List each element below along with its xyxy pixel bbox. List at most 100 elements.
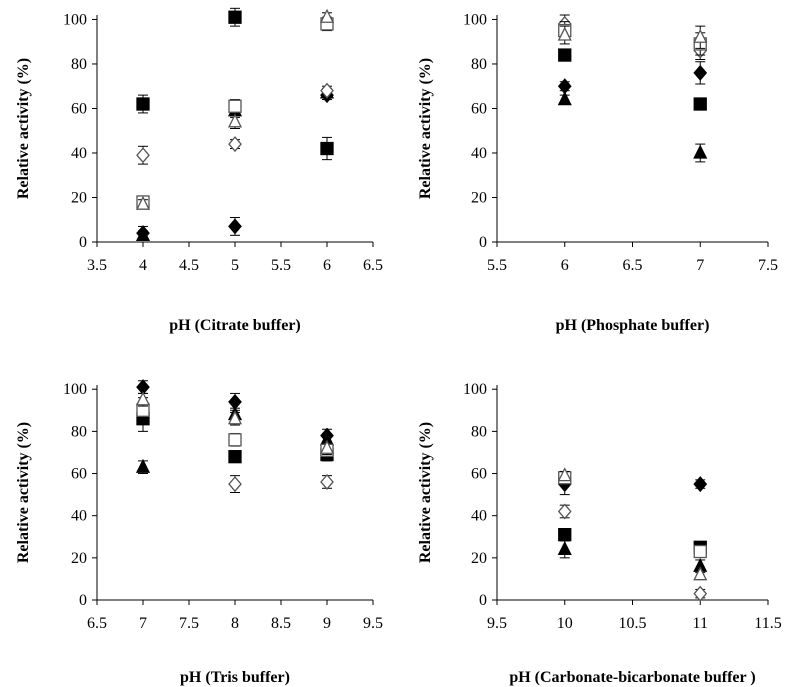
series-open-diamond xyxy=(557,14,708,61)
y-tick-label: 60 xyxy=(471,466,487,483)
data-point-open-diamond xyxy=(557,503,572,520)
data-point-open-square xyxy=(693,544,707,559)
data-point-filled-triangle xyxy=(135,458,151,473)
series-filled-square xyxy=(558,48,707,111)
y-tick-label: 20 xyxy=(71,189,87,206)
x-tick-label: 9.5 xyxy=(487,615,507,632)
data-point-open-diamond xyxy=(320,473,334,490)
y-tick-label: 20 xyxy=(471,189,487,206)
x-tick-label: 9 xyxy=(323,615,331,632)
x-axis-title: pH (Carbonate-bicarbonate buffer ) xyxy=(509,669,755,686)
series-filled-square xyxy=(136,7,334,161)
data-point-filled-square xyxy=(693,97,707,111)
data-point-filled-diamond xyxy=(228,218,242,235)
y-axis-title: Relative activity (%) xyxy=(417,58,434,199)
x-tick-label: 6.5 xyxy=(623,257,643,274)
series-open-square xyxy=(558,471,707,559)
y-axis-title: Relative activity (%) xyxy=(15,422,32,563)
y-tick-label: 40 xyxy=(471,508,487,525)
x-tick-label: 5 xyxy=(231,257,239,274)
x-tick-label: 6 xyxy=(323,257,331,274)
series-open-diamond xyxy=(136,82,334,165)
y-tick-label: 0 xyxy=(479,234,487,251)
data-point-open-triangle xyxy=(693,28,708,43)
y-axis-title: Relative activity (%) xyxy=(417,422,434,563)
x-tick-label: 4.5 xyxy=(179,257,199,274)
data-point-open-triangle xyxy=(135,391,151,406)
chart-panel-3: 0 20 40 60 80 100 6.5 7 7.5 8 8.5 9 9.5 pH (Tris buff… xyxy=(15,379,383,686)
series-open-square xyxy=(558,21,707,56)
data-point-open-diamond xyxy=(228,136,242,153)
data-point-open-diamond xyxy=(136,147,150,164)
y-tick-label: 80 xyxy=(471,56,487,73)
y-tick-label: 60 xyxy=(471,100,487,117)
x-tick-label: 8 xyxy=(231,615,239,632)
data-point-open-triangle xyxy=(693,566,708,581)
chart-panel-1: 0 20 40 60 80 100 3.5 4 4.5 5 5.5 6 6.5 pH (Citrate b… xyxy=(15,7,383,334)
y-tick-label: 0 xyxy=(79,592,87,609)
y-tick-label: 80 xyxy=(471,423,487,440)
x-tick-label: 7.5 xyxy=(758,257,778,274)
data-point-open-triangle xyxy=(227,410,243,425)
data-point-filled-square xyxy=(136,97,150,111)
x-tick-label: 7 xyxy=(696,257,704,274)
data-point-open-diamond xyxy=(228,476,242,493)
series-open-triangle xyxy=(135,8,335,210)
y-tick-label: 40 xyxy=(71,508,87,525)
series-filled-square xyxy=(558,528,707,554)
data-point-filled-square xyxy=(558,48,572,62)
data-point-filled-triangle xyxy=(557,540,572,556)
x-tick-label: 3.5 xyxy=(87,257,107,274)
x-tick-label: 4 xyxy=(139,257,147,274)
data-point-filled-square xyxy=(558,528,572,542)
chart-panel-4: 0 20 40 60 80 100 9.5 10 10.5 11 11.5 pH (Carbonate… xyxy=(417,381,782,686)
y-tick-label: 100 xyxy=(63,11,87,28)
data-point-filled-triangle xyxy=(693,144,708,159)
data-point-open-diamond xyxy=(693,585,708,602)
y-tick-label: 80 xyxy=(71,423,87,440)
series-filled-diamond xyxy=(557,473,708,496)
y-tick-label: 20 xyxy=(71,550,87,567)
chart-panel-2: 0 20 40 60 80 100 5.5 6 6.5 7 7.5 pH (Phosphate buf… xyxy=(417,11,778,334)
data-point-open-square xyxy=(228,99,242,113)
y-tick-label: 100 xyxy=(463,11,487,28)
x-tick-label: 7 xyxy=(139,615,147,632)
data-point-open-triangle xyxy=(135,195,151,210)
x-tick-label: 9.5 xyxy=(363,615,383,632)
series-open-triangle xyxy=(135,391,335,456)
data-point-open-triangle xyxy=(557,467,572,482)
data-point-open-triangle xyxy=(227,113,243,128)
y-tick-label: 100 xyxy=(63,381,87,398)
x-axis-title: pH (Phosphate buffer) xyxy=(556,317,710,334)
x-tick-label: 11 xyxy=(693,615,708,632)
data-point-open-triangle xyxy=(319,8,335,23)
y-tick-label: 80 xyxy=(71,56,87,73)
series-open-square xyxy=(136,16,334,209)
data-point-filled-square xyxy=(228,450,242,464)
series-open-diamond xyxy=(557,503,708,602)
x-axis-title: pH (Citrate buffer) xyxy=(169,317,301,334)
x-tick-label: 6.5 xyxy=(87,615,107,632)
series-open-triangle xyxy=(557,25,708,49)
x-tick-label: 5.5 xyxy=(271,257,291,274)
data-point-filled-diamond xyxy=(693,476,708,493)
y-axis-title: Relative activity (%) xyxy=(15,58,32,199)
y-tick-label: 100 xyxy=(463,381,487,398)
series-filled-triangle xyxy=(557,540,708,574)
x-tick-label: 10 xyxy=(557,615,573,632)
series-filled-triangle xyxy=(557,91,708,163)
data-point-filled-triangle xyxy=(135,226,151,241)
data-point-filled-diamond xyxy=(693,64,708,81)
x-tick-label: 5.5 xyxy=(487,257,507,274)
y-tick-label: 40 xyxy=(71,145,87,162)
data-point-open-triangle xyxy=(557,26,572,41)
x-tick-label: 7.5 xyxy=(179,615,199,632)
series-filled-diamond xyxy=(557,61,708,95)
x-tick-label: 11.5 xyxy=(754,615,781,632)
x-tick-label: 6 xyxy=(561,257,569,274)
data-point-filled-triangle xyxy=(557,91,572,106)
data-point-open-diamond xyxy=(320,82,334,99)
data-point-open-square xyxy=(228,433,242,447)
y-tick-label: 40 xyxy=(471,145,487,162)
